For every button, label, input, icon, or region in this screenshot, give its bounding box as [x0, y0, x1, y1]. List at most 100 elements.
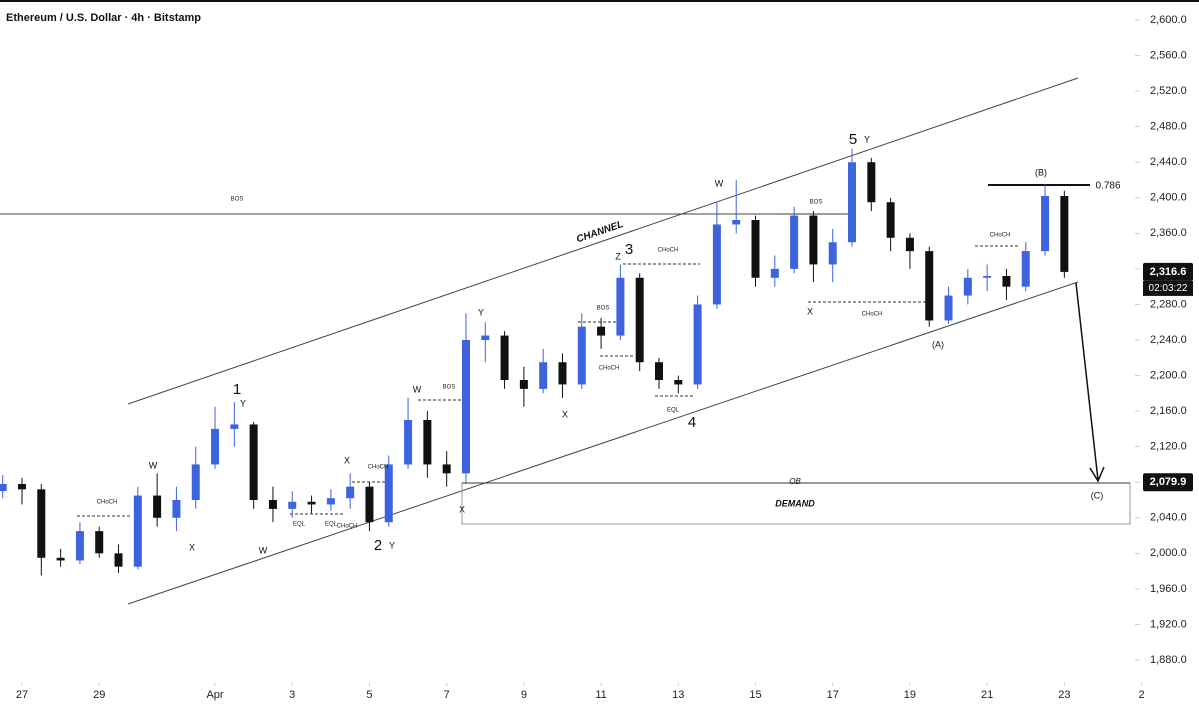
candle-body — [693, 304, 702, 385]
annotation: CHoCH — [599, 366, 620, 372]
x-tick-label: 9 — [521, 689, 527, 701]
annotation: 0.786 — [1095, 181, 1120, 192]
annotation: BOS — [597, 306, 610, 312]
projection-arrow — [1075, 282, 1099, 481]
annotation: OB — [789, 477, 801, 486]
candle-body — [674, 380, 683, 385]
annotation: BOS — [810, 200, 823, 206]
annotation: EQL — [325, 522, 338, 528]
candle-body — [925, 251, 934, 321]
candle-body — [56, 557, 65, 561]
countdown: 02:03:22 — [1149, 283, 1188, 294]
candle-body — [577, 326, 586, 385]
candle-body — [423, 420, 432, 465]
annotation: Y — [864, 134, 870, 144]
annotation: 1 — [233, 381, 241, 398]
y-tick-label: 2,000.0 — [1150, 547, 1187, 559]
candle-body — [905, 237, 914, 252]
candle-body — [211, 428, 220, 465]
x-tick-label: 29 — [93, 689, 105, 701]
annotation: CHoCH — [990, 233, 1011, 239]
candle-body — [95, 531, 104, 554]
candle-body — [558, 362, 567, 385]
candle-body — [635, 277, 644, 363]
price-tag-label: 2,079.9 — [1150, 476, 1187, 488]
annotation: 4 — [688, 414, 696, 431]
annotation: BOS — [443, 385, 456, 391]
drawings — [0, 77, 1131, 605]
y-tick-label: 2,360.0 — [1150, 227, 1187, 239]
candle-body — [461, 340, 470, 474]
y-tick-label: 1,880.0 — [1150, 654, 1187, 666]
x-tick-label: Apr — [206, 689, 223, 701]
annotation: X — [562, 409, 568, 419]
annotation: CHoCH — [97, 500, 118, 506]
price-tag-label: 2,316.6 — [1150, 266, 1187, 278]
annotation: 2 — [374, 537, 382, 554]
annotation: (B) — [1035, 167, 1047, 177]
candle-body — [751, 220, 760, 278]
countdown-tag — [1143, 280, 1193, 296]
annotation: CHoCH — [337, 524, 358, 530]
annotation: X — [807, 306, 813, 316]
candle-body — [442, 464, 451, 474]
candle-body — [867, 162, 876, 203]
candle-body — [172, 500, 181, 518]
candle-body — [1060, 196, 1069, 272]
candle-body — [1041, 196, 1050, 252]
y-tick-label: 1,920.0 — [1150, 618, 1187, 630]
candle-body — [268, 500, 277, 509]
y-tick-label: 2,600.0 — [1150, 14, 1187, 26]
annotation: (C) — [1091, 490, 1104, 500]
y-tick-label: 2,520.0 — [1150, 85, 1187, 97]
candles — [0, 148, 1069, 576]
annotation: Z — [615, 251, 621, 261]
x-tick-label: 7 — [444, 689, 450, 701]
candle-body — [848, 162, 857, 243]
candle-body — [75, 531, 84, 561]
annotation: W — [149, 460, 158, 470]
candle-body — [886, 202, 895, 238]
channel-upper — [127, 77, 1079, 405]
candle-body — [809, 215, 818, 265]
y-tick-label: 2,040.0 — [1150, 512, 1187, 524]
annotation: 5 — [849, 131, 857, 148]
annotation: W — [715, 178, 724, 188]
y-tick-label: 2,280.0 — [1150, 298, 1187, 310]
x-tick-label: 19 — [904, 689, 916, 701]
x-tick-label: 23 — [1058, 689, 1070, 701]
annotation: Y — [389, 540, 395, 550]
annotation: (A) — [932, 339, 944, 349]
annotation: W — [259, 545, 268, 555]
y-tick-label: 2,120.0 — [1150, 441, 1187, 453]
candle-body — [616, 277, 625, 336]
candle-body — [230, 424, 239, 429]
candle-body — [114, 553, 123, 567]
x-tick-label: 2 — [1139, 689, 1145, 701]
x-tick-label: 17 — [827, 689, 839, 701]
candle-body — [828, 242, 837, 265]
arrow-head — [1089, 466, 1105, 483]
y-tick-label: 2,440.0 — [1150, 156, 1187, 168]
candle-body — [288, 501, 297, 509]
candle-body — [519, 380, 528, 389]
candle-body — [983, 276, 992, 278]
chart-title: Ethereum / U.S. Dollar · 4h · Bitstamp — [6, 12, 201, 24]
candle-body — [326, 498, 335, 505]
price-tag — [1143, 262, 1193, 281]
annotation: EQL — [293, 522, 306, 528]
annotation: DEMAND — [775, 498, 815, 508]
candle-body — [1021, 251, 1030, 287]
candle-body — [654, 362, 663, 380]
y-tick-label: 2,240.0 — [1150, 334, 1187, 346]
annotation: CHoCH — [658, 248, 679, 254]
candle-body — [37, 489, 46, 558]
y-tick-label: 2,160.0 — [1150, 405, 1187, 417]
candle-body — [404, 420, 413, 465]
x-tick-label: 15 — [749, 689, 761, 701]
candle-body — [597, 326, 606, 336]
candle-body — [18, 484, 27, 490]
annotation: X — [459, 504, 465, 514]
candle-body — [365, 486, 374, 523]
